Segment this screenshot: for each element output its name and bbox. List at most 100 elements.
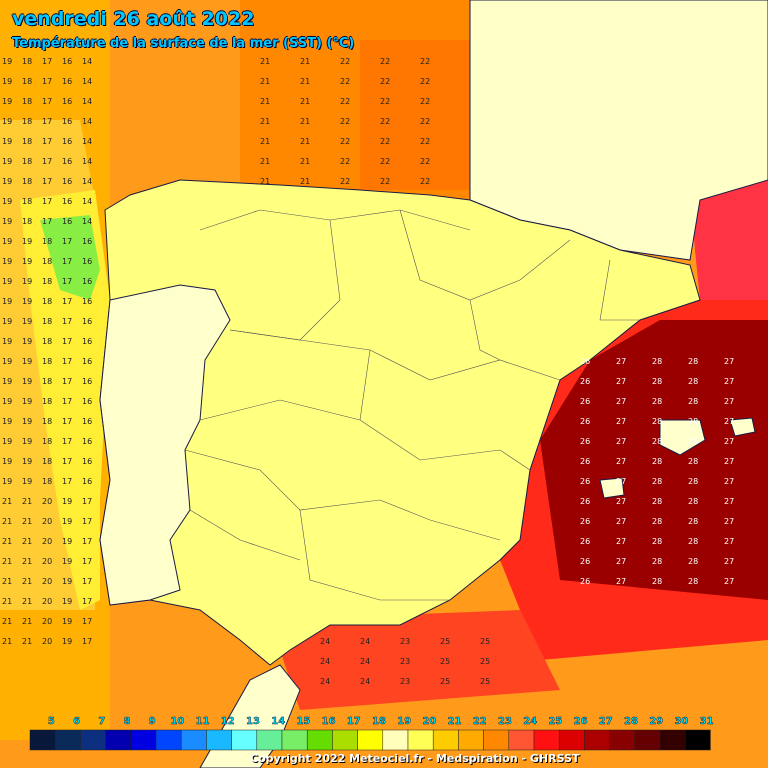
sst-value: 14 xyxy=(82,57,92,66)
sst-value: 18 xyxy=(42,317,52,326)
sst-value: 19 xyxy=(2,457,12,466)
sst-value: 21 xyxy=(260,117,270,126)
sst-value: 21 xyxy=(22,597,32,606)
sst-value: 28 xyxy=(688,577,698,586)
sst-value: 21 xyxy=(300,137,310,146)
sst-value: 27 xyxy=(616,397,626,406)
sst-value: 20 xyxy=(42,617,52,626)
sst-value: 16 xyxy=(62,217,72,226)
med-hot-zone xyxy=(540,320,768,600)
sst-value: 19 xyxy=(22,237,32,246)
sst-value: 19 xyxy=(22,377,32,386)
legend-swatch xyxy=(558,729,585,751)
sst-value: 16 xyxy=(62,97,72,106)
sst-value: 22 xyxy=(340,177,350,186)
legend-label: 23 xyxy=(498,716,512,727)
sst-value: 23 xyxy=(400,657,410,666)
sst-value: 27 xyxy=(724,517,734,526)
legend-label: 28 xyxy=(624,716,638,727)
sst-value: 16 xyxy=(62,57,72,66)
sst-value: 22 xyxy=(420,57,430,66)
legend-label: 31 xyxy=(700,716,714,727)
legend-swatch xyxy=(54,729,81,751)
sst-value: 20 xyxy=(42,497,52,506)
legend-label: 10 xyxy=(170,716,184,727)
sst-value: 28 xyxy=(652,457,662,466)
sst-value: 18 xyxy=(42,437,52,446)
sst-value: 17 xyxy=(42,217,52,226)
sst-value: 17 xyxy=(82,617,92,626)
sst-value: 28 xyxy=(652,377,662,386)
portugal-land xyxy=(99,284,231,606)
sst-value: 16 xyxy=(82,437,92,446)
sst-value: 26 xyxy=(580,397,590,406)
sst-value: 17 xyxy=(42,197,52,206)
sst-value: 19 xyxy=(62,617,72,626)
sst-value: 20 xyxy=(42,597,52,606)
sst-value: 17 xyxy=(42,97,52,106)
sst-value: 19 xyxy=(22,417,32,426)
sst-value: 17 xyxy=(82,577,92,586)
sst-value: 18 xyxy=(22,177,32,186)
sst-value: 19 xyxy=(2,57,12,66)
sst-value: 19 xyxy=(22,257,32,266)
sst-value: 27 xyxy=(724,537,734,546)
legend-swatch xyxy=(357,729,384,751)
sst-value: 22 xyxy=(340,57,350,66)
sst-value: 22 xyxy=(420,97,430,106)
sst-value: 19 xyxy=(2,257,12,266)
sst-value: 19 xyxy=(2,477,12,486)
sst-value: 22 xyxy=(340,137,350,146)
sst-value: 27 xyxy=(724,557,734,566)
sst-value: 22 xyxy=(420,117,430,126)
sst-value: 22 xyxy=(420,157,430,166)
sst-value: 18 xyxy=(42,257,52,266)
sst-value: 21 xyxy=(22,557,32,566)
sst-value: 26 xyxy=(580,517,590,526)
sst-value: 20 xyxy=(42,537,52,546)
sst-value: 21 xyxy=(260,157,270,166)
sst-value: 27 xyxy=(724,457,734,466)
sst-value: 28 xyxy=(688,357,698,366)
sst-value: 17 xyxy=(62,337,72,346)
sst-value: 28 xyxy=(688,437,698,446)
sst-value: 24 xyxy=(320,637,330,646)
sst-value: 24 xyxy=(320,657,330,666)
sst-value: 21 xyxy=(2,617,12,626)
sst-value: 18 xyxy=(22,157,32,166)
legend-swatch xyxy=(659,729,686,751)
legend-swatch xyxy=(180,729,207,751)
sst-value: 28 xyxy=(652,537,662,546)
legend-swatch xyxy=(458,729,484,751)
sst-value: 27 xyxy=(616,517,626,526)
sst-value: 21 xyxy=(2,597,12,606)
sst-value: 21 xyxy=(2,557,12,566)
sst-value: 17 xyxy=(82,497,92,506)
sst-value: 18 xyxy=(42,457,52,466)
sst-value: 19 xyxy=(2,217,12,226)
sst-value: 27 xyxy=(724,477,734,486)
sst-value: 27 xyxy=(724,497,734,506)
map-date-title: vendredi 26 août 2022 xyxy=(12,8,255,30)
sst-value: 24 xyxy=(360,637,370,646)
mallorca-island xyxy=(659,419,706,456)
sst-value: 17 xyxy=(82,517,92,526)
sst-value: 16 xyxy=(82,477,92,486)
sst-value: 24 xyxy=(360,677,370,686)
sst-value: 26 xyxy=(580,537,590,546)
sst-value: 25 xyxy=(480,637,490,646)
legend-label: 7 xyxy=(98,716,105,727)
sst-value: 17 xyxy=(42,117,52,126)
legend-swatch xyxy=(80,729,106,751)
legend-swatch xyxy=(306,729,333,751)
sst-value: 21 xyxy=(260,177,270,186)
legend-swatch xyxy=(130,729,157,751)
sst-value: 16 xyxy=(82,337,92,346)
sst-value: 26 xyxy=(580,357,590,366)
color-legend-labels: 5 6 7 8 9 10 11 12 13 14 15 16 17 18 19 20 21 22 23 24 25 26 2… xyxy=(48,716,714,727)
sst-value: 17 xyxy=(62,437,72,446)
sst-value: 17 xyxy=(62,377,72,386)
sst-value: 17 xyxy=(42,77,52,86)
sst-value: 17 xyxy=(62,277,72,286)
sst-value: 28 xyxy=(688,377,698,386)
